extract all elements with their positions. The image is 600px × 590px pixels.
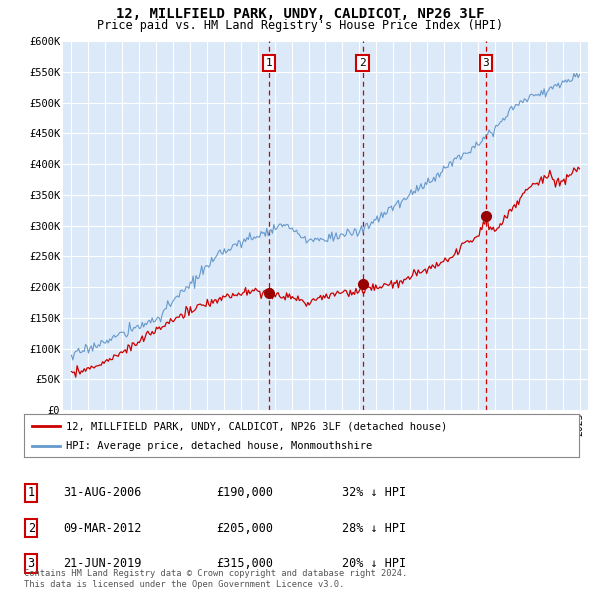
Text: £205,000: £205,000	[216, 522, 273, 535]
Text: Price paid vs. HM Land Registry's House Price Index (HPI): Price paid vs. HM Land Registry's House …	[97, 19, 503, 32]
Text: 31-AUG-2006: 31-AUG-2006	[63, 486, 142, 499]
Text: 2: 2	[359, 58, 366, 68]
Text: 28% ↓ HPI: 28% ↓ HPI	[342, 522, 406, 535]
Text: 3: 3	[482, 58, 489, 68]
Text: Contains HM Land Registry data © Crown copyright and database right 2024.
This d: Contains HM Land Registry data © Crown c…	[24, 569, 407, 589]
Text: 21-JUN-2019: 21-JUN-2019	[63, 557, 142, 570]
Text: £315,000: £315,000	[216, 557, 273, 570]
Text: 12, MILLFIELD PARK, UNDY, CALDICOT, NP26 3LF (detached house): 12, MILLFIELD PARK, UNDY, CALDICOT, NP26…	[65, 421, 447, 431]
Text: 3: 3	[28, 557, 35, 570]
Text: 2: 2	[28, 522, 35, 535]
Text: 1: 1	[28, 486, 35, 499]
Text: 09-MAR-2012: 09-MAR-2012	[63, 522, 142, 535]
Text: 12, MILLFIELD PARK, UNDY, CALDICOT, NP26 3LF: 12, MILLFIELD PARK, UNDY, CALDICOT, NP26…	[116, 7, 484, 21]
Text: 32% ↓ HPI: 32% ↓ HPI	[342, 486, 406, 499]
Text: HPI: Average price, detached house, Monmouthshire: HPI: Average price, detached house, Monm…	[65, 441, 372, 451]
Text: 20% ↓ HPI: 20% ↓ HPI	[342, 557, 406, 570]
Text: 1: 1	[266, 58, 272, 68]
Text: £190,000: £190,000	[216, 486, 273, 499]
